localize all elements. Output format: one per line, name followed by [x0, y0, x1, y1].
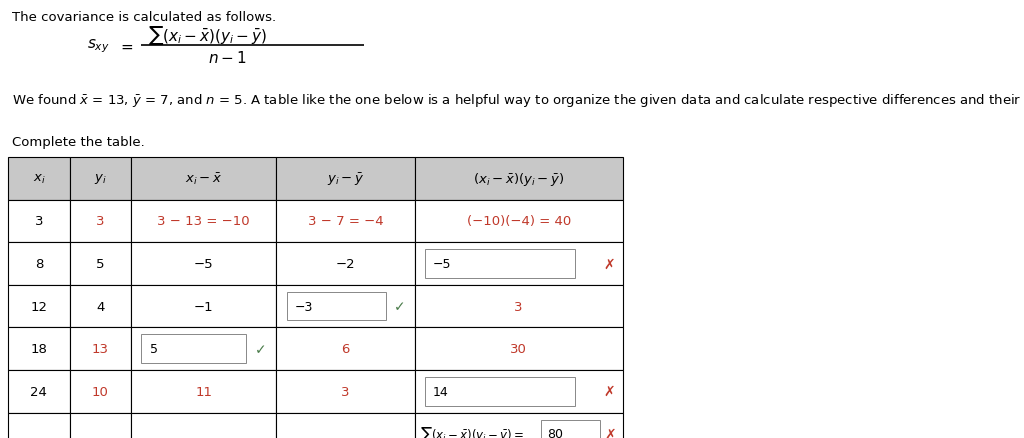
Bar — [131, 285, 276, 328]
Text: $=$: $=$ — [118, 39, 134, 53]
Bar — [131, 200, 276, 243]
Text: −5: −5 — [194, 258, 214, 270]
Text: $x_i$: $x_i$ — [33, 173, 45, 185]
Bar — [276, 285, 415, 328]
Bar — [70, 158, 131, 200]
Bar — [415, 285, 623, 328]
Text: −5: −5 — [433, 258, 452, 270]
Bar — [415, 370, 623, 413]
Bar — [8, 413, 70, 438]
Text: 18: 18 — [31, 343, 47, 355]
Text: 5: 5 — [96, 258, 104, 270]
Bar — [70, 200, 131, 243]
Text: 3 − 13 = −10: 3 − 13 = −10 — [158, 215, 250, 228]
Text: 3: 3 — [35, 215, 43, 228]
Bar — [276, 158, 415, 200]
Text: ✓: ✓ — [255, 342, 267, 356]
Bar — [8, 285, 70, 328]
Bar — [8, 200, 70, 243]
Bar — [8, 243, 70, 285]
Bar — [131, 413, 276, 438]
Text: 3: 3 — [341, 385, 350, 398]
Bar — [131, 370, 276, 413]
Text: ✓: ✓ — [393, 300, 406, 313]
Text: $\sum(x_i - \bar{x})(y_i - \bar{y})$: $\sum(x_i - \bar{x})(y_i - \bar{y})$ — [148, 24, 268, 46]
Text: 5: 5 — [150, 343, 158, 355]
Bar — [8, 158, 70, 200]
Bar — [8, 328, 70, 370]
Text: 12: 12 — [31, 300, 47, 313]
Bar — [415, 328, 623, 370]
Bar — [70, 370, 131, 413]
Text: 14: 14 — [433, 385, 449, 398]
Text: The covariance is calculated as follows.: The covariance is calculated as follows. — [12, 11, 276, 24]
Bar — [276, 200, 415, 243]
Bar — [415, 413, 623, 438]
Text: 3: 3 — [514, 300, 523, 313]
Bar — [70, 413, 131, 438]
Bar — [276, 413, 415, 438]
Text: 3 − 7 = −4: 3 − 7 = −4 — [308, 215, 383, 228]
Bar — [131, 328, 276, 370]
Text: −3: −3 — [295, 300, 313, 313]
Bar — [8, 370, 70, 413]
Bar — [415, 243, 623, 285]
Text: 11: 11 — [196, 385, 212, 398]
Text: 30: 30 — [510, 343, 527, 355]
Bar — [541, 420, 600, 438]
Bar — [131, 243, 276, 285]
Text: 10: 10 — [92, 385, 109, 398]
Bar — [425, 250, 574, 278]
Text: $\sum(x_i - \bar{x})(y_i - \bar{y}) =$: $\sum(x_i - \bar{x})(y_i - \bar{y}) =$ — [420, 424, 524, 438]
Bar — [276, 328, 415, 370]
Text: 24: 24 — [31, 385, 47, 398]
Text: $y_i$: $y_i$ — [94, 172, 106, 186]
Text: ✗: ✗ — [603, 257, 615, 271]
Bar — [131, 158, 276, 200]
Text: ✗: ✗ — [604, 427, 616, 438]
Text: $x_i - \bar{x}$: $x_i - \bar{x}$ — [185, 171, 222, 187]
Bar — [276, 370, 415, 413]
Bar — [425, 377, 574, 406]
Text: 80: 80 — [547, 427, 563, 438]
Text: (−10)(−4) = 40: (−10)(−4) = 40 — [467, 215, 570, 228]
Text: We found $\bar{x}$ = 13, $\bar{y}$ = 7, and $n$ = 5. A table like the one below : We found $\bar{x}$ = 13, $\bar{y}$ = 7, … — [12, 92, 1024, 109]
Text: 8: 8 — [35, 258, 43, 270]
Text: $(x_i - \bar{x})(y_i - \bar{y})$: $(x_i - \bar{x})(y_i - \bar{y})$ — [473, 170, 564, 187]
Bar — [70, 285, 131, 328]
Bar — [276, 243, 415, 285]
Bar — [141, 335, 246, 363]
Text: −1: −1 — [194, 300, 214, 313]
Bar — [415, 158, 623, 200]
Text: Complete the table.: Complete the table. — [12, 136, 145, 149]
Bar — [70, 328, 131, 370]
Text: $y_i - \bar{y}$: $y_i - \bar{y}$ — [327, 171, 365, 187]
Bar — [415, 200, 623, 243]
Text: ✗: ✗ — [603, 385, 615, 398]
Text: $n - 1$: $n - 1$ — [208, 50, 247, 66]
Text: 3: 3 — [96, 215, 104, 228]
Bar — [287, 292, 386, 321]
Text: $s_{xy}$: $s_{xy}$ — [87, 37, 110, 55]
Text: 13: 13 — [92, 343, 109, 355]
Bar — [70, 243, 131, 285]
Text: −2: −2 — [336, 258, 355, 270]
Text: 6: 6 — [341, 343, 350, 355]
Text: 4: 4 — [96, 300, 104, 313]
